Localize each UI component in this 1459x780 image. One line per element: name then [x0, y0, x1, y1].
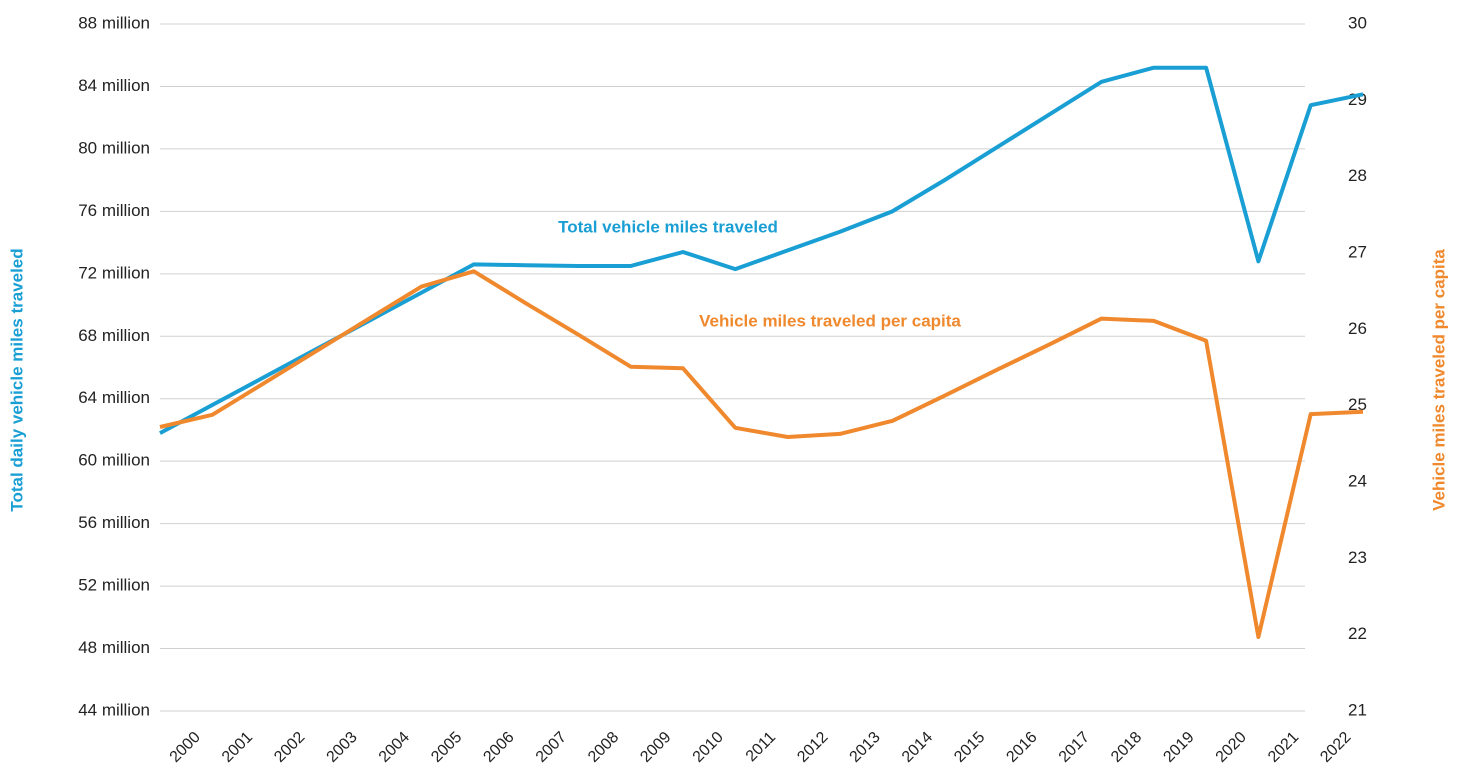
x-tick-label: 2016 [1003, 729, 1040, 766]
y-axis-title: Total daily vehicle miles traveled [7, 248, 26, 511]
y2-tick-label: 30 [1348, 13, 1367, 32]
y-tick-label: 80 million [78, 138, 150, 157]
y-tick-label: 48 million [78, 638, 150, 657]
y2-tick-label: 22 [1348, 624, 1367, 643]
y2-tick-label: 23 [1348, 548, 1367, 567]
annotation: Total vehicle miles traveled [558, 217, 778, 236]
x-tick-label: 2013 [847, 729, 884, 766]
y-tick-label: 56 million [78, 513, 150, 532]
x-tick-label: 2019 [1160, 729, 1197, 766]
x-tick-label: 2015 [951, 729, 988, 766]
x-tick-label: 2009 [637, 729, 674, 766]
y2-tick-label: 26 [1348, 319, 1367, 338]
x-tick-label: 2021 [1265, 729, 1302, 766]
x-tick-label: 2004 [376, 729, 413, 766]
line-series [159, 269, 1364, 639]
x-tick-label: 2001 [219, 729, 256, 766]
x-tick-label: 2011 [743, 729, 779, 765]
y-tick-label: 88 million [78, 13, 150, 32]
y2-tick-label: 28 [1348, 166, 1367, 185]
y-tick-label: 52 million [78, 576, 150, 595]
y2-tick-label: 27 [1348, 242, 1367, 261]
y2-tick-label: 25 [1348, 395, 1367, 414]
y-tick-label: 72 million [78, 263, 150, 282]
y2-tick-label: 24 [1348, 471, 1367, 490]
x-tick-label: 2010 [690, 729, 727, 766]
x-tick-label: 2006 [480, 729, 517, 766]
x-tick-label: 2017 [1056, 729, 1093, 766]
y-tick-label: 84 million [78, 76, 150, 95]
y2-tick-label: 29 [1348, 90, 1367, 109]
y2-axis-title: Vehicle miles traveled per capita [1429, 249, 1448, 511]
x-tick-label: 2022 [1317, 729, 1354, 766]
x-tick-label: 2012 [794, 729, 831, 766]
x-tick-label: 2000 [167, 729, 204, 766]
x-tick-label: 2008 [585, 729, 622, 766]
x-tick-label: 2005 [428, 729, 465, 766]
x-tick-label: 2018 [1108, 729, 1145, 766]
x-tick-label: 2020 [1213, 729, 1250, 766]
y-tick-label: 76 million [78, 201, 150, 220]
x-tick-label: 2002 [271, 729, 308, 766]
x-tick-label: 2014 [899, 729, 936, 766]
y-tick-label: 64 million [78, 388, 150, 407]
x-tick-label: 2003 [324, 729, 361, 766]
line-series [159, 65, 1364, 435]
x-tick-label: 2007 [533, 729, 570, 766]
annotation: Vehicle miles traveled per capita [699, 311, 961, 330]
y-tick-label: 44 million [78, 700, 150, 719]
y-tick-label: 68 million [78, 326, 150, 345]
y2-tick-label: 21 [1348, 700, 1367, 719]
y-tick-label: 60 million [78, 451, 150, 470]
